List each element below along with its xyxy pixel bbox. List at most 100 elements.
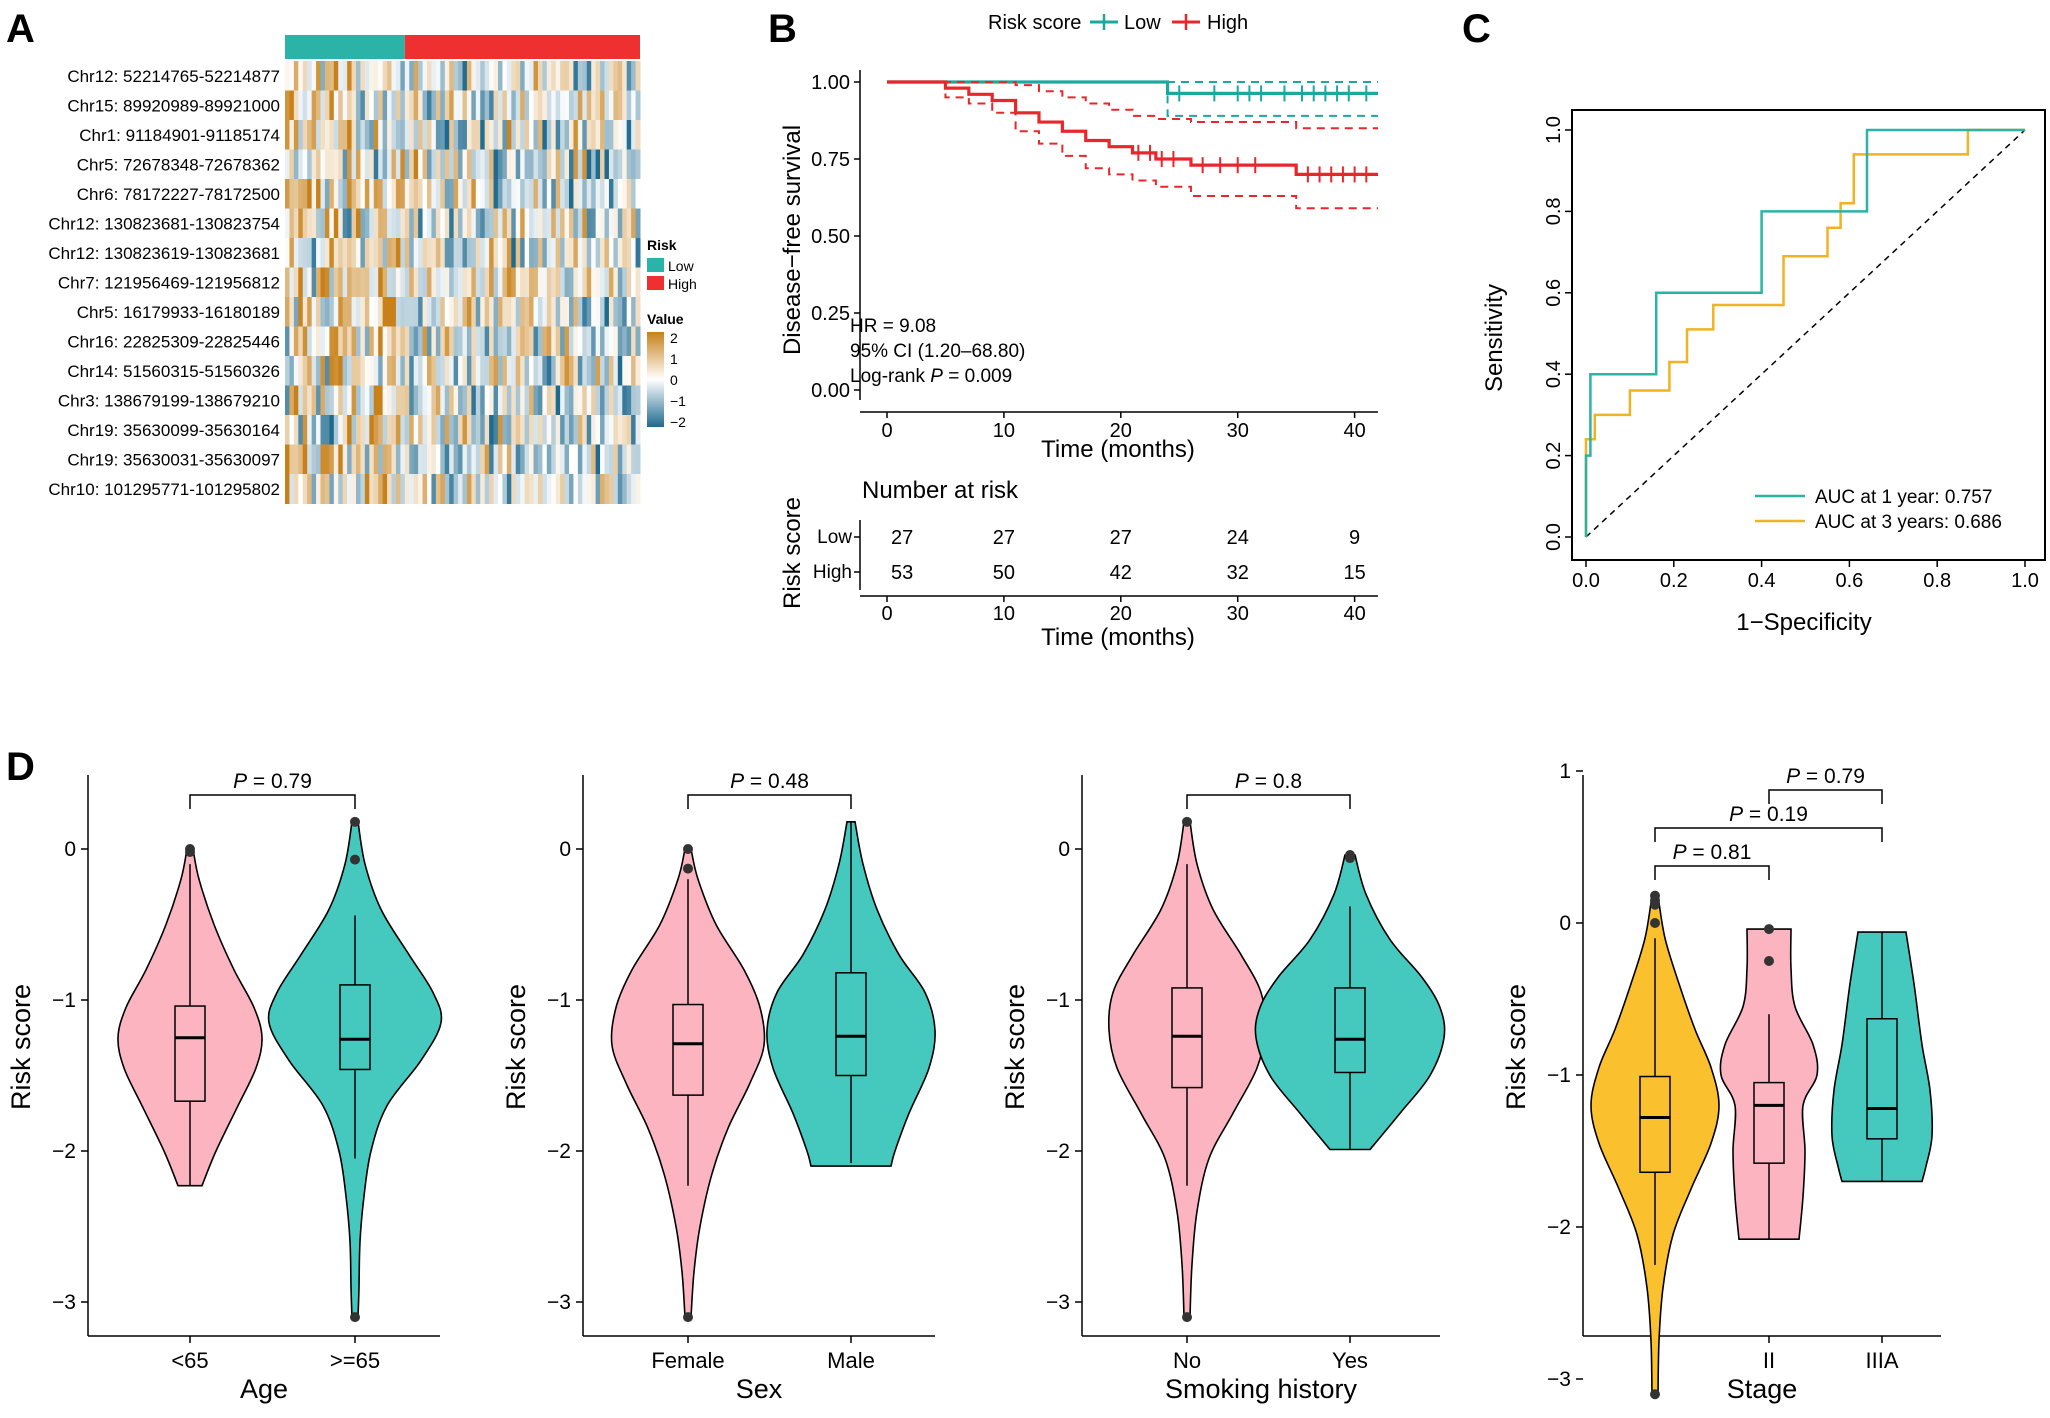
violin-ytick-label: 0: [1559, 912, 1571, 935]
violin-ytick-label: −2: [52, 1140, 76, 1163]
violin-xlabel: Smoking history: [1165, 1374, 1358, 1404]
heatmap-cell: [502, 356, 508, 386]
heatmap-cell: [391, 238, 397, 268]
heatmap-cell: [537, 385, 543, 416]
heatmap-cell: [347, 297, 353, 327]
heatmap-cell: [533, 356, 539, 386]
heatmap-cell: [466, 179, 472, 209]
heatmap-cell: [418, 120, 424, 150]
heatmap-cell: [404, 356, 410, 386]
heatmap-cell: [573, 238, 579, 268]
heatmap-cell: [413, 267, 419, 298]
heatmap-cell: [564, 208, 570, 239]
heatmap-cell: [298, 120, 304, 150]
heatmap-cell: [435, 90, 441, 121]
panel-d: D 0 −1 −2 −3 Risk score Age <65 >=65 P = 0.79 0 −1…: [6, 745, 1941, 1404]
heatmap-cell: [387, 90, 392, 121]
heatmap-cell: [591, 444, 597, 475]
heatmap-cell: [311, 238, 317, 268]
heatmap-cell: [617, 474, 623, 504]
heatmap-cell: [635, 90, 641, 121]
heatmap-cell: [613, 385, 619, 416]
heatmap-cell: [347, 415, 353, 445]
heatmap-cell: [311, 120, 317, 150]
heatmap-cell: [356, 61, 361, 91]
heatmap-cell: [382, 238, 388, 268]
heatmap-cell: [298, 238, 304, 268]
p-value-bracket: [1768, 789, 1883, 804]
heatmap-cell: [511, 356, 517, 386]
heatmap-cell: [591, 356, 597, 386]
heatmap-cell: [529, 385, 534, 416]
heatmap-cell: [360, 90, 366, 121]
heatmap-cell: [373, 238, 379, 268]
value-colorbar: [647, 332, 664, 427]
p-value-label: P = 0.81: [1673, 841, 1752, 864]
heatmap-cell: [466, 415, 472, 445]
heatmap-cell: [302, 179, 308, 209]
heatmap-cell: [542, 267, 548, 298]
heatmap-cell: [515, 415, 521, 445]
heatmap-cell: [604, 208, 610, 239]
heatmap-cell: [444, 61, 450, 91]
heatmap-cell: [506, 238, 512, 268]
heatmap-cell: [560, 474, 566, 504]
heatmap-cell: [586, 267, 592, 298]
heatmap-cell: [391, 385, 397, 416]
heatmap-cell: [498, 179, 503, 209]
heatmap-cell: [604, 444, 610, 475]
heatmap-cell: [360, 238, 366, 268]
violin-ylabel: Risk score: [501, 984, 531, 1110]
heatmap-cell: [382, 120, 388, 150]
heatmap-cell: [329, 474, 335, 504]
heatmap-cell: [391, 90, 397, 121]
heatmap-cell: [511, 149, 517, 180]
heatmap-cell: [356, 444, 361, 475]
km-xtick-label: 10: [993, 420, 1015, 442]
heatmap-cell: [462, 444, 468, 475]
heatmap-cell: [289, 90, 295, 121]
heatmap-cell: [298, 90, 304, 121]
heatmap-cell: [440, 90, 446, 121]
heatmap-cell: [404, 120, 410, 150]
heatmap-cell: [546, 385, 552, 416]
heatmap-cell: [475, 208, 481, 239]
heatmap-cell: [600, 208, 605, 239]
heatmap-cell: [369, 179, 375, 209]
heatmap-cell: [307, 415, 313, 445]
heatmap-cell: [395, 444, 401, 475]
heatmap-cell: [511, 238, 517, 268]
heatmap-cell: [289, 149, 295, 180]
heatmap-cell: [484, 474, 490, 504]
heatmap-cell: [427, 326, 432, 357]
km-ytick-label: 0.50: [811, 226, 850, 248]
heatmap-cell: [577, 356, 583, 386]
heatmap-cell: [546, 238, 552, 268]
heatmap-cell: [395, 356, 401, 386]
heatmap-cell: [573, 444, 579, 475]
heatmap-cell: [404, 326, 410, 357]
heatmap-cell: [608, 267, 614, 298]
violin-ytick-label: 0: [559, 838, 571, 861]
heatmap-cell: [600, 474, 605, 504]
heatmap-cell: [427, 267, 432, 298]
p-value-italic: P: [1673, 841, 1687, 864]
heatmap-cell: [316, 385, 321, 416]
heatmap-cell: [484, 267, 490, 298]
heatmap-cell: [520, 120, 526, 150]
heatmap-cell: [564, 444, 570, 475]
box-outlier: [350, 1312, 360, 1323]
heatmap-cell: [466, 61, 472, 91]
heatmap-cell: [320, 356, 326, 386]
heatmap-cell: [422, 238, 428, 268]
heatmap-cell: [533, 385, 539, 416]
heatmap-cell: [324, 267, 330, 298]
heatmap-cell: [458, 120, 463, 150]
heatmap-cell: [378, 385, 384, 416]
heatmap-cell: [555, 238, 561, 268]
heatmap-cell: [582, 61, 588, 91]
heatmap-cell: [569, 179, 574, 209]
heatmap-cells: [285, 61, 641, 504]
legend-high-swatch: [647, 276, 664, 290]
heatmap-cell: [347, 474, 353, 504]
